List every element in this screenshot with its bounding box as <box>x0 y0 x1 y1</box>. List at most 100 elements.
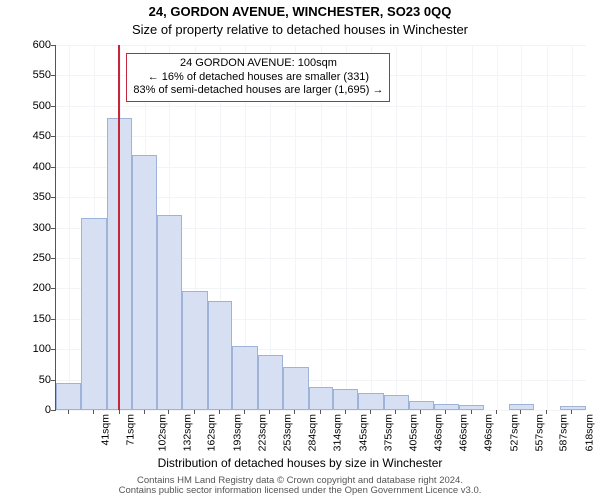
y-tick-mark <box>51 258 55 259</box>
x-tick-label: 314sqm <box>332 414 344 451</box>
annotation-line: 24 GORDON AVENUE: 100sqm <box>133 57 383 71</box>
x-tick-mark <box>144 410 145 414</box>
annotation-box: 24 GORDON AVENUE: 100sqm← 16% of detache… <box>126 53 390 102</box>
y-tick-label: 50 <box>11 374 51 386</box>
marker-line <box>118 45 120 410</box>
y-tick-label: 250 <box>11 252 51 264</box>
x-axis-label: Distribution of detached houses by size … <box>0 456 600 470</box>
x-tick-label: 41sqm <box>100 414 112 446</box>
y-tick-label: 400 <box>11 161 51 173</box>
y-tick-label: 0 <box>11 404 51 416</box>
x-tick-mark <box>269 410 270 414</box>
x-tick-mark <box>68 410 69 414</box>
x-tick-label: 405sqm <box>407 414 419 451</box>
y-tick-mark <box>51 410 55 411</box>
histogram-bar <box>283 367 309 410</box>
chart-title: 24, GORDON AVENUE, WINCHESTER, SO23 0QQ <box>0 4 600 19</box>
x-tick-mark <box>520 410 521 414</box>
histogram-bar <box>208 301 233 411</box>
y-tick-mark <box>51 136 55 137</box>
y-tick-mark <box>51 167 55 168</box>
x-tick-label: 193sqm <box>231 414 243 451</box>
x-tick-mark <box>345 410 346 414</box>
x-tick-mark <box>119 410 120 414</box>
y-tick-label: 600 <box>11 39 51 51</box>
x-tick-label: 527sqm <box>508 414 520 451</box>
gridline-vertical <box>547 45 548 410</box>
gridline-vertical <box>421 45 422 410</box>
y-tick-label: 550 <box>11 69 51 81</box>
x-tick-label: 496sqm <box>482 414 494 451</box>
y-tick-mark <box>51 319 55 320</box>
y-tick-mark <box>51 106 55 107</box>
footnote-line-2: Contains public sector information licen… <box>119 485 482 496</box>
gridline-vertical <box>472 45 473 410</box>
y-tick-label: 200 <box>11 282 51 294</box>
gridline-vertical <box>396 45 397 410</box>
chart-subtitle: Size of property relative to detached ho… <box>0 22 600 37</box>
histogram-bar <box>384 395 409 410</box>
y-tick-label: 450 <box>11 130 51 142</box>
histogram-bar <box>309 387 334 410</box>
x-tick-mark <box>244 410 245 414</box>
x-tick-label: 557sqm <box>533 414 545 451</box>
x-tick-mark <box>168 410 169 414</box>
x-tick-mark <box>219 410 220 414</box>
y-tick-mark <box>51 228 55 229</box>
y-tick-label: 300 <box>11 222 51 234</box>
histogram-bar <box>333 389 358 410</box>
histogram-bar <box>560 406 587 410</box>
x-tick-label: 375sqm <box>382 414 394 451</box>
footnote-line-1: Contains HM Land Registry data © Crown c… <box>137 475 463 486</box>
y-tick-label: 150 <box>11 313 51 325</box>
y-tick-label: 350 <box>11 191 51 203</box>
histogram-bar <box>81 218 107 410</box>
x-tick-label: 253sqm <box>281 414 293 451</box>
y-tick-mark <box>51 75 55 76</box>
x-tick-mark <box>320 410 321 414</box>
gridline-horizontal <box>56 410 586 411</box>
y-tick-mark <box>51 349 55 350</box>
annotation-line: ← 16% of detached houses are smaller (33… <box>133 71 383 85</box>
histogram-bar <box>409 401 435 410</box>
annotation-line: 83% of semi-detached houses are larger (… <box>133 84 383 98</box>
histogram-bar <box>182 291 208 410</box>
x-tick-mark <box>445 410 446 414</box>
y-tick-label: 500 <box>11 100 51 112</box>
x-tick-mark <box>471 410 472 414</box>
x-tick-label: 284sqm <box>307 414 319 451</box>
x-tick-mark <box>395 410 396 414</box>
gridline-vertical <box>69 45 70 410</box>
x-tick-label: 102sqm <box>156 414 168 451</box>
x-tick-mark <box>420 410 421 414</box>
x-tick-label: 132sqm <box>181 414 193 451</box>
x-tick-label: 618sqm <box>583 414 595 451</box>
x-tick-mark <box>370 410 371 414</box>
y-tick-mark <box>51 380 55 381</box>
chart-container: { "title": "24, GORDON AVENUE, WINCHESTE… <box>0 0 600 500</box>
gridline-vertical <box>521 45 522 410</box>
histogram-bar <box>157 215 182 410</box>
x-tick-label: 436sqm <box>433 414 445 451</box>
x-tick-mark <box>571 410 572 414</box>
x-tick-mark <box>93 410 94 414</box>
histogram-bar <box>358 393 384 410</box>
gridline-vertical <box>446 45 447 410</box>
y-tick-mark <box>51 288 55 289</box>
x-tick-label: 587sqm <box>558 414 570 451</box>
histogram-bar <box>56 383 81 410</box>
x-tick-label: 466sqm <box>458 414 470 451</box>
gridline-vertical <box>497 45 498 410</box>
histogram-bar <box>232 346 258 410</box>
histogram-bar <box>459 405 484 410</box>
x-tick-label: 162sqm <box>206 414 218 451</box>
gridline-vertical <box>572 45 573 410</box>
histogram-bar <box>509 404 534 410</box>
x-tick-label: 223sqm <box>256 414 268 451</box>
x-tick-label: 345sqm <box>357 414 369 451</box>
y-tick-label: 100 <box>11 343 51 355</box>
x-tick-mark <box>496 410 497 414</box>
y-tick-mark <box>51 197 55 198</box>
x-tick-label: 71sqm <box>125 414 137 446</box>
x-tick-mark <box>194 410 195 414</box>
